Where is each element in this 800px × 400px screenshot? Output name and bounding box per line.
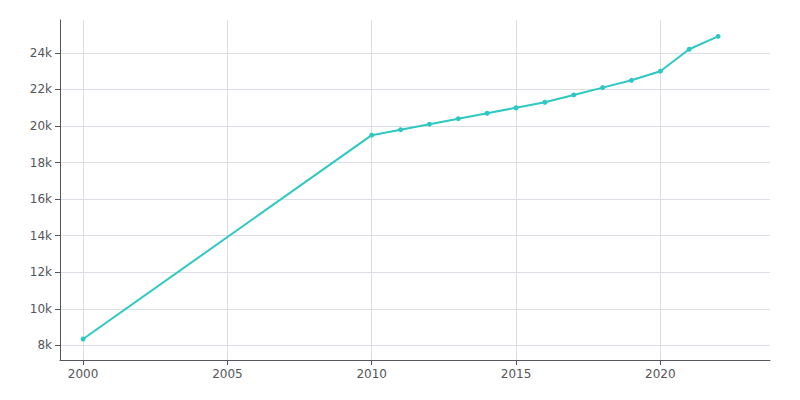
svg-text:2020: 2020 [645, 367, 676, 381]
svg-text:10k: 10k [30, 302, 52, 316]
svg-text:8k: 8k [37, 338, 52, 352]
svg-text:12k: 12k [30, 265, 52, 279]
svg-text:22k: 22k [30, 82, 52, 96]
svg-text:2010: 2010 [356, 367, 387, 381]
svg-text:16k: 16k [30, 192, 52, 206]
svg-text:20k: 20k [30, 119, 52, 133]
svg-text:2015: 2015 [501, 367, 532, 381]
svg-text:2005: 2005 [212, 367, 243, 381]
svg-text:2000: 2000 [68, 367, 99, 381]
svg-text:18k: 18k [30, 156, 52, 170]
svg-text:24k: 24k [30, 46, 52, 60]
svg-text:14k: 14k [30, 229, 52, 243]
